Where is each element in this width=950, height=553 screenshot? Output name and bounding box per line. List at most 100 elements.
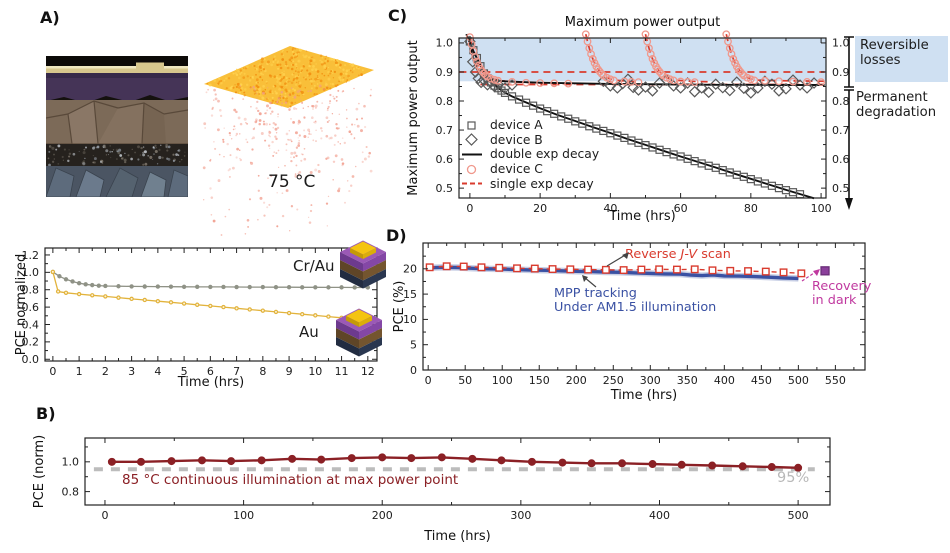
temperature-label: 75 °C xyxy=(268,172,316,192)
sem-cross-section-image xyxy=(46,56,188,197)
svg-text:0.6: 0.6 xyxy=(436,153,454,166)
panel-c-label: C) xyxy=(388,6,408,25)
svg-text:15: 15 xyxy=(403,288,417,301)
svg-text:0: 0 xyxy=(425,374,432,387)
svg-text:500: 500 xyxy=(788,374,809,387)
svg-text:200: 200 xyxy=(372,509,393,522)
svg-text:2: 2 xyxy=(102,365,109,378)
permanent-degradation-arrow xyxy=(844,89,854,210)
svg-text:Time (hrs): Time (hrs) xyxy=(608,209,675,224)
svg-text:60: 60 xyxy=(674,202,688,215)
svg-text:100: 100 xyxy=(233,509,254,522)
svg-text:400: 400 xyxy=(714,374,735,387)
reversible-losses-label: Reversible losses xyxy=(855,36,948,82)
legend-marker-diamond-icon xyxy=(465,133,478,147)
legend-marker-circle-icon xyxy=(466,164,477,174)
svg-text:100: 100 xyxy=(811,202,832,215)
legend-item-double-exp: double exp decay xyxy=(461,147,599,162)
chart-pce-tracking: 0 50 100 150 200 250 300 350 400 450 500 550 0 5 10 15 2… xyxy=(392,242,866,403)
legend-item-device-b: device B xyxy=(461,133,599,148)
legend-item-device-a: device A xyxy=(461,118,599,133)
svg-text:10: 10 xyxy=(403,313,417,326)
device-stack-icon-au xyxy=(336,308,382,357)
svg-text:1.0: 1.0 xyxy=(62,456,80,469)
reversible-range-bracket xyxy=(844,36,854,88)
svg-text:0.9: 0.9 xyxy=(436,66,454,79)
reverse-jv-arrow xyxy=(606,252,629,267)
device-stack-icon-crau xyxy=(340,240,386,289)
svg-text:1.0: 1.0 xyxy=(832,37,850,50)
svg-text:5: 5 xyxy=(181,365,188,378)
svg-text:0.2: 0.2 xyxy=(22,336,40,349)
svg-text:80: 80 xyxy=(744,202,758,215)
legend-marker-dash-icon xyxy=(462,182,482,185)
svg-text:0: 0 xyxy=(410,364,417,377)
svg-text:300: 300 xyxy=(640,374,661,387)
legend-marker-square-icon xyxy=(467,121,476,130)
svg-text:20: 20 xyxy=(403,263,417,276)
svg-text:0: 0 xyxy=(49,365,56,378)
svg-text:8: 8 xyxy=(259,365,266,378)
svg-text:5: 5 xyxy=(410,339,417,352)
reverse-jv-scan-label: Reverse J-V scan xyxy=(625,247,731,262)
legend-item-device-c: device C xyxy=(461,162,599,177)
mpp-tracking-label: MPP tracking Under AM1.5 illumination xyxy=(554,286,717,316)
svg-text:Maximum power output: Maximum power output xyxy=(406,40,421,195)
legend-marker-line-icon xyxy=(462,153,482,156)
svg-text:450: 450 xyxy=(751,374,772,387)
svg-text:350: 350 xyxy=(677,374,698,387)
svg-text:0.9: 0.9 xyxy=(832,66,850,79)
svg-text:PCE (%): PCE (%) xyxy=(392,281,407,333)
svg-text:Time (hrs): Time (hrs) xyxy=(177,375,244,390)
svg-text:1.0: 1.0 xyxy=(436,37,454,50)
svg-text:0.4: 0.4 xyxy=(22,318,40,331)
svg-text:4: 4 xyxy=(154,365,161,378)
slab-particles xyxy=(206,47,364,108)
panel-b-label: B) xyxy=(36,404,56,423)
svg-text:0: 0 xyxy=(101,509,108,522)
threshold-95-label: 95% xyxy=(777,470,810,486)
svg-text:100: 100 xyxy=(492,374,513,387)
svg-text:0.8: 0.8 xyxy=(436,95,454,108)
svg-text:PCE normalized: PCE normalized xyxy=(14,254,29,356)
svg-text:Time (hrs): Time (hrs) xyxy=(610,388,677,403)
mpp-tracking-arrow xyxy=(582,275,597,288)
svg-text:Time (hrs): Time (hrs) xyxy=(423,529,490,544)
svg-text:7: 7 xyxy=(233,365,240,378)
svg-text:400: 400 xyxy=(649,509,670,522)
svg-text:0.8: 0.8 xyxy=(22,284,40,297)
svg-text:6: 6 xyxy=(207,365,214,378)
svg-text:0.6: 0.6 xyxy=(22,301,40,314)
svg-text:PCE (norm): PCE (norm) xyxy=(32,435,47,508)
svg-text:0.5: 0.5 xyxy=(832,182,850,195)
svg-text:0.6: 0.6 xyxy=(832,153,850,166)
svg-text:500: 500 xyxy=(788,509,809,522)
device-label-au: Au xyxy=(299,323,319,341)
recovery-in-dark-label: Recovery in dark xyxy=(812,279,872,309)
evaporation-3d-render xyxy=(202,46,374,236)
svg-text:Maximum power output: Maximum power output xyxy=(565,15,720,30)
evaporated-particles xyxy=(202,84,373,236)
svg-text:50: 50 xyxy=(458,374,472,387)
svg-text:200: 200 xyxy=(566,374,587,387)
chart-c-legend: device A device B double exp decay devic… xyxy=(461,118,599,191)
svg-text:1.0: 1.0 xyxy=(22,266,40,279)
svg-text:550: 550 xyxy=(825,374,846,387)
svg-text:250: 250 xyxy=(603,374,624,387)
recovery-arrow xyxy=(801,269,820,282)
svg-text:0.8: 0.8 xyxy=(832,95,850,108)
svg-text:1.2: 1.2 xyxy=(22,249,40,262)
device-label-crau: Cr/Au xyxy=(293,257,335,275)
chart-pce-norm-85c: 0 100 200 300 400 500 0.8 1.0 Time (hrs) PCE (nor… xyxy=(32,435,831,544)
svg-text:20: 20 xyxy=(533,202,547,215)
sem-speckle-layer xyxy=(47,143,186,167)
svg-text:0.0: 0.0 xyxy=(22,353,40,366)
svg-text:0.7: 0.7 xyxy=(832,124,850,137)
svg-text:40: 40 xyxy=(603,202,617,215)
svg-text:0.8: 0.8 xyxy=(62,485,80,498)
svg-text:11: 11 xyxy=(335,365,349,378)
svg-text:150: 150 xyxy=(529,374,550,387)
illumination-annotation: 85 °C continuous illumination at max pow… xyxy=(122,472,459,488)
